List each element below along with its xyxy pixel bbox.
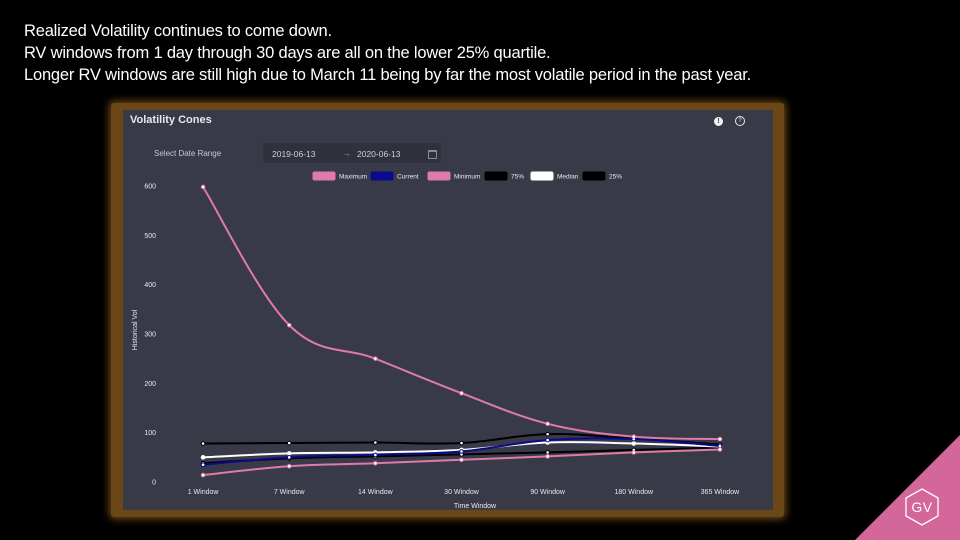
- date-start-input[interactable]: 2019-06-13: [272, 149, 316, 159]
- x-tick-label: 14 Window: [358, 489, 394, 496]
- date-end-input[interactable]: 2020-06-13: [357, 149, 401, 159]
- data-point[interactable]: [200, 455, 206, 460]
- date-range-label: Select Date Range: [154, 149, 222, 158]
- gv-logo-text: GV: [911, 499, 933, 515]
- gv-logo-hex-icon: [905, 488, 939, 526]
- data-point[interactable]: [373, 452, 378, 458]
- data-point[interactable]: [459, 457, 464, 463]
- calendar-icon[interactable]: [428, 150, 437, 159]
- caption-line-3: Longer RV windows are still high due to …: [24, 66, 752, 84]
- y-tick-label: 300: [144, 332, 156, 339]
- brand-corner-triangle: [855, 435, 960, 540]
- legend-swatch[interactable]: [582, 171, 606, 181]
- y-tick-label: 100: [144, 430, 156, 437]
- data-point[interactable]: [459, 390, 464, 396]
- arrow-right-icon: →: [343, 149, 351, 158]
- volatility-cones-panel: Volatility Cones ! ? Select Date Range 2…: [123, 110, 773, 510]
- chart-legend: Maximum Current Minimum 75% Median 25%: [312, 171, 622, 181]
- volatility-cones-chart: Maximum Current Minimum 75% Median 25% 0 100 20…: [132, 171, 740, 510]
- y-tick-label: 200: [144, 381, 156, 388]
- date-range-picker[interactable]: 2019-06-13 → 2020-06-13: [263, 143, 441, 163]
- data-point[interactable]: [200, 462, 206, 468]
- chart-axes: 0 100 200 300 400 500 600 1 Window 7 Window 14 Wi…: [144, 184, 740, 497]
- data-point[interactable]: [545, 437, 550, 443]
- data-point[interactable]: [631, 441, 637, 446]
- data-point[interactable]: [631, 450, 637, 455]
- legend-swatch[interactable]: [427, 171, 451, 181]
- data-point[interactable]: [286, 451, 292, 456]
- data-point[interactable]: [373, 460, 378, 466]
- chart-series: [200, 184, 723, 478]
- x-tick-label: 180 Window: [615, 489, 654, 496]
- y-tick-label: 600: [144, 184, 156, 191]
- caption-line-2: RV windows from 1 day through 30 days ar…: [24, 44, 551, 62]
- data-point[interactable]: [717, 447, 723, 452]
- y-axis-label: Historical Vol: [132, 309, 139, 350]
- legend-label[interactable]: Median: [557, 174, 579, 181]
- data-point[interactable]: [545, 454, 550, 459]
- x-tick-label: 30 Window: [444, 489, 480, 496]
- y-tick-label: 400: [144, 282, 156, 289]
- data-point[interactable]: [545, 421, 550, 427]
- legend-swatch[interactable]: [312, 171, 336, 181]
- series-line-maximum[interactable]: [202, 186, 720, 441]
- legend-label[interactable]: Minimum: [454, 174, 480, 181]
- x-axis-label: Time Window: [454, 503, 497, 510]
- data-point[interactable]: [717, 436, 723, 442]
- x-tick-label: 90 Window: [530, 489, 566, 496]
- data-point[interactable]: [286, 455, 292, 460]
- data-point[interactable]: [459, 440, 464, 446]
- data-point[interactable]: [545, 450, 550, 455]
- x-tick-label: 1 Window: [188, 489, 220, 496]
- legend-swatch[interactable]: [484, 171, 508, 181]
- data-point[interactable]: [200, 184, 206, 190]
- caption-line-1: Realized Volatility continues to come do…: [24, 22, 332, 40]
- data-point[interactable]: [200, 472, 206, 478]
- data-point[interactable]: [631, 434, 637, 439]
- data-point[interactable]: [200, 441, 206, 446]
- data-point[interactable]: [286, 463, 292, 469]
- slide-caption: Realized Volatility continues to come do…: [24, 20, 751, 86]
- legend-label[interactable]: 75%: [511, 174, 524, 181]
- x-tick-label: 365 Window: [701, 489, 740, 496]
- data-point[interactable]: [373, 356, 378, 361]
- x-tick-label: 7 Window: [274, 489, 306, 496]
- legend-swatch[interactable]: [370, 171, 394, 181]
- panel-title: Volatility Cones: [130, 114, 212, 126]
- data-point[interactable]: [286, 440, 292, 446]
- legend-label[interactable]: Maximum: [339, 174, 367, 181]
- legend-label[interactable]: Current: [397, 174, 419, 181]
- info-icon[interactable]: !: [714, 117, 723, 126]
- help-icon[interactable]: ?: [735, 116, 745, 126]
- legend-label[interactable]: 25%: [609, 174, 622, 181]
- data-point[interactable]: [545, 431, 550, 437]
- data-point[interactable]: [373, 440, 378, 445]
- data-point[interactable]: [459, 449, 464, 454]
- legend-swatch[interactable]: [530, 171, 554, 181]
- y-tick-label: 0: [152, 480, 156, 487]
- data-point[interactable]: [286, 322, 292, 328]
- y-tick-label: 500: [144, 233, 156, 240]
